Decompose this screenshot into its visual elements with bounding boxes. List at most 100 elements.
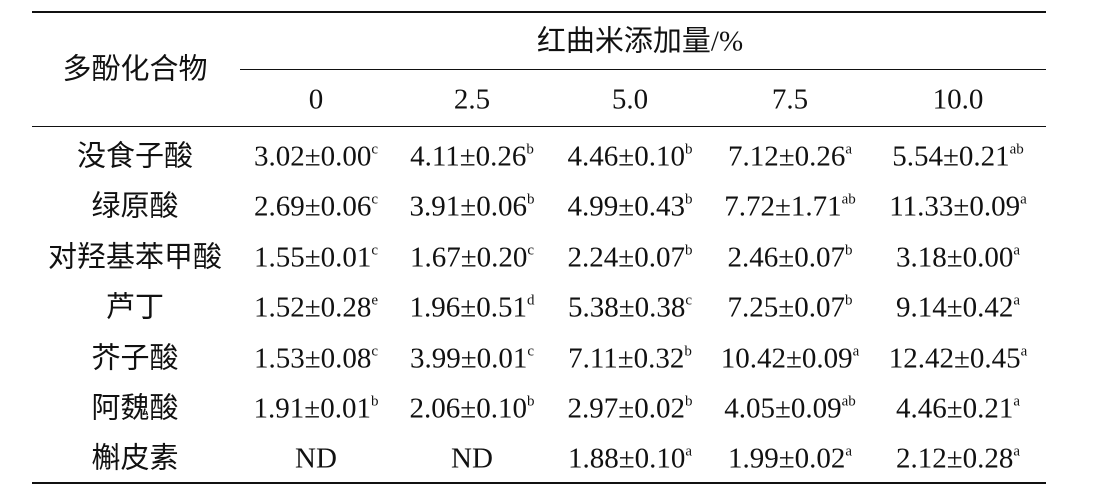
cell: 5.54±0.21ab: [892, 141, 1024, 172]
cell: 3.99±0.01c: [410, 344, 534, 373]
cell: 4.99±0.43b: [568, 191, 693, 222]
significance-letter: c: [371, 343, 379, 360]
cell: 7.25±0.07b: [728, 292, 853, 323]
significance-letter: c: [371, 141, 379, 158]
row-name: 芥子酸: [91, 342, 179, 375]
cell-value: 11.33±0.09: [889, 190, 1021, 223]
significance-letter: a: [1013, 393, 1021, 410]
cell: 1.88±0.10a: [567, 442, 693, 475]
significance-letter: c: [527, 242, 535, 259]
cell-value: 2.97±0.02: [567, 392, 685, 425]
cell-value: 4.05±0.09: [724, 392, 842, 425]
cell-value: 3.99±0.01: [409, 342, 528, 375]
cell: 9.14±0.42a: [896, 292, 1021, 323]
cell-value: 1.52±0.28: [253, 291, 372, 324]
cell: 1.53±0.08c: [254, 344, 378, 373]
significance-letter: b: [684, 141, 693, 158]
cell: 1.55±0.01c: [254, 243, 378, 272]
cell: 1.52±0.28e: [253, 291, 379, 324]
cell-value: 2.12±0.28: [895, 442, 1014, 475]
cell-value: 1.99±0.02: [727, 442, 846, 475]
significance-letter: e: [371, 292, 379, 309]
significance-letter: b: [526, 191, 535, 208]
significance-letter: a: [845, 141, 853, 158]
cell: 2.12±0.28a: [895, 442, 1021, 475]
significance-letter: d: [526, 292, 535, 309]
significance-letter: c: [685, 292, 693, 309]
cell-value: ND: [451, 442, 493, 475]
cell: 1.99±0.02a: [727, 442, 853, 475]
significance-letter: c: [371, 242, 379, 259]
significance-letter: ab: [1009, 141, 1024, 158]
cell: 11.33±0.09a: [889, 190, 1027, 223]
column-header: 0: [308, 83, 324, 116]
row-name: 阿魏酸: [91, 392, 179, 425]
row-name: 槲皮素: [91, 442, 179, 475]
cell: 7.12±0.26a: [727, 140, 853, 173]
significance-letter: ab: [841, 393, 856, 410]
cell: 3.91±0.06b: [409, 190, 535, 223]
cell: 4.46±0.21a: [895, 392, 1021, 425]
cell-value: 4.11±0.26: [410, 140, 527, 173]
cell-value: 1.96±0.51: [409, 291, 527, 324]
cell-value: 1.53±0.08: [253, 342, 372, 375]
cell: 12.42±0.45a: [889, 344, 1028, 373]
significance-letter: b: [684, 343, 692, 360]
significance-letter: c: [527, 343, 535, 360]
row-name: 芦丁: [105, 291, 165, 324]
cell: 3.02±0.00c: [253, 140, 379, 173]
row-name: 对羟基苯甲酸: [47, 241, 223, 274]
cell: 4.46±0.10b: [567, 140, 693, 173]
cell-value: 1.55±0.01: [253, 241, 372, 274]
cell: 2.69±0.06c: [253, 190, 379, 223]
significance-letter: ab: [841, 191, 856, 208]
cell: 2.06±0.10b: [410, 393, 535, 424]
significance-letter: b: [844, 242, 853, 259]
group-header: 红曲米添加量/%: [536, 25, 744, 58]
group-rule: [240, 69, 1046, 70]
significance-letter: b: [526, 393, 535, 410]
cell-value: 10.42±0.09: [720, 342, 853, 375]
row-header: 多酚化合物: [62, 53, 208, 86]
cell: 1.67±0.20c: [410, 243, 534, 272]
column-header: 10.0: [932, 83, 984, 116]
cell: 10.42±0.09a: [721, 344, 860, 373]
cell-value: 4.46±0.21: [895, 392, 1014, 425]
cell-value: 4.46±0.10: [567, 140, 685, 173]
significance-letter: a: [1013, 443, 1021, 460]
cell: 3.18±0.00a: [896, 243, 1020, 272]
column-header: 2.5: [453, 83, 491, 116]
significance-letter: a: [845, 443, 853, 460]
cell-value: 7.12±0.26: [727, 140, 846, 173]
significance-letter: b: [844, 292, 853, 309]
significance-letter: b: [684, 242, 693, 259]
cell: 2.46±0.07b: [728, 243, 853, 272]
cell-value: 2.69±0.06: [253, 190, 372, 223]
bottom-rule: [32, 482, 1046, 484]
cell-value: 2.24±0.07: [567, 241, 685, 274]
cell-value: 1.67±0.20: [409, 241, 528, 274]
significance-letter: a: [1013, 292, 1021, 309]
cell: ND: [451, 442, 493, 475]
cell: 4.05±0.09ab: [724, 392, 856, 425]
significance-letter: a: [852, 343, 860, 360]
cell: 5.38±0.38c: [568, 292, 693, 323]
cell: 7.72±1.71ab: [724, 191, 856, 222]
significance-letter: a: [1020, 343, 1028, 360]
column-header: 5.0: [611, 83, 649, 116]
cell-value: 3.91±0.06: [409, 190, 527, 223]
significance-letter: b: [684, 191, 693, 208]
row-name: 没食子酸: [76, 140, 194, 173]
cell-value: 1.88±0.10: [567, 442, 686, 475]
cell: 7.11±0.32b: [568, 344, 692, 373]
cell-value: 3.02±0.00: [253, 140, 372, 173]
significance-letter: a: [685, 443, 693, 460]
header-rule: [32, 126, 1046, 127]
cell-value: 3.18±0.00: [895, 241, 1014, 274]
significance-letter: b: [684, 393, 693, 410]
top-rule: [32, 11, 1046, 13]
significance-letter: c: [371, 191, 379, 208]
significance-letter: a: [1020, 191, 1027, 208]
significance-letter: b: [370, 393, 379, 410]
